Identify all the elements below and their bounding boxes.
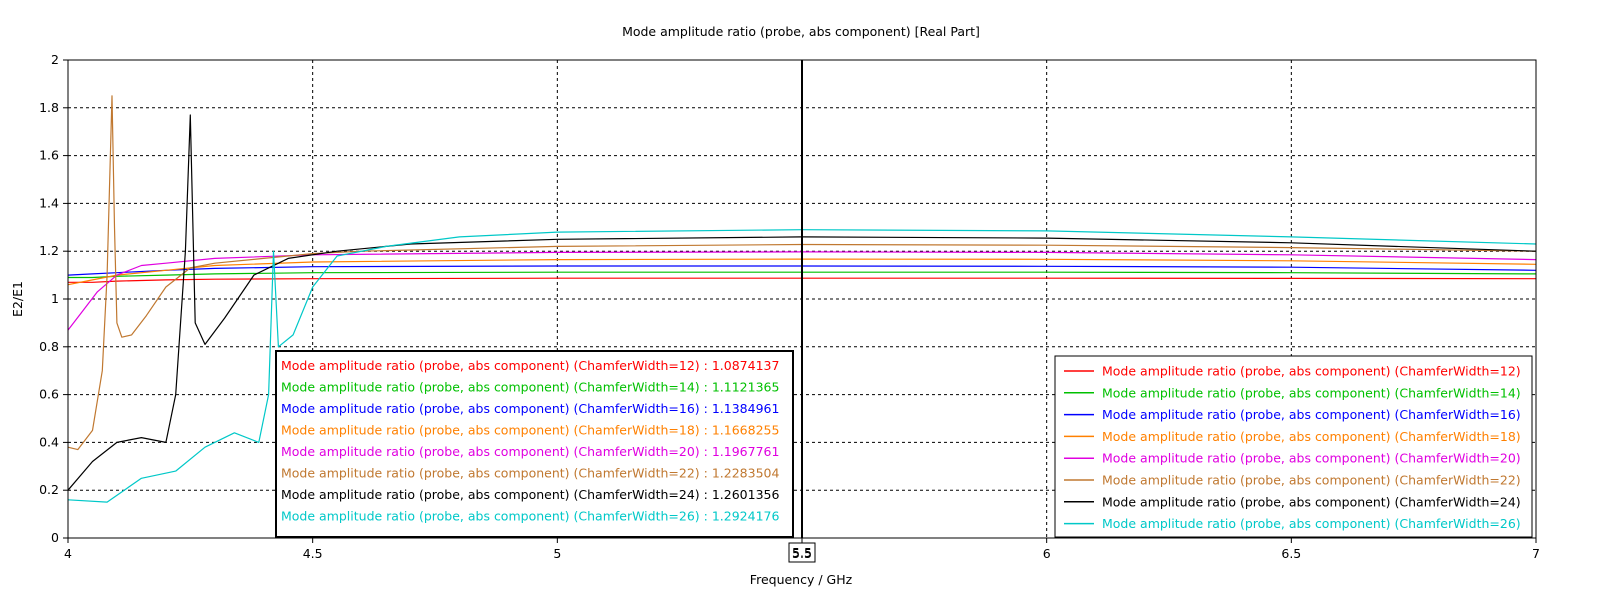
marker-legend-box xyxy=(275,350,794,538)
x-tick-label: 5.5 xyxy=(792,546,812,561)
frequency-marker[interactable]: 5.5 xyxy=(788,60,816,563)
marker-legend-entry: Mode amplitude ratio (probe, abs compone… xyxy=(281,487,779,502)
chart-title: Mode amplitude ratio (probe, abs compone… xyxy=(622,24,980,39)
y-tick-label: 0 xyxy=(51,530,59,545)
y-tick-label: 1.4 xyxy=(39,195,59,210)
y-tick-label: 1.2 xyxy=(39,243,59,258)
legend-entry: Mode amplitude ratio (probe, abs compone… xyxy=(1102,364,1521,379)
legend-entry: Mode amplitude ratio (probe, abs compone… xyxy=(1102,451,1521,466)
legend-entry: Mode amplitude ratio (probe, abs compone… xyxy=(1102,385,1521,400)
x-tick-label: 6 xyxy=(1043,546,1051,561)
y-axis-label: E2/E1 xyxy=(10,281,25,317)
marker-legend-entry: Mode amplitude ratio (probe, abs compone… xyxy=(281,358,779,373)
y-tick-label: 1 xyxy=(51,291,59,306)
marker-legend-entry: Mode amplitude ratio (probe, abs compone… xyxy=(281,401,779,416)
series-line-6 xyxy=(67,95,1537,451)
x-tick-label: 4.5 xyxy=(303,546,323,561)
series-line-3 xyxy=(67,265,1537,276)
legend-entry: Mode amplitude ratio (probe, abs compone… xyxy=(1102,429,1521,444)
y-tick-label: 1.8 xyxy=(39,100,59,115)
y-tick-label: 2 xyxy=(51,52,59,67)
legend-entry: Mode amplitude ratio (probe, abs compone… xyxy=(1102,407,1521,422)
series-line-5 xyxy=(67,251,1537,331)
y-tick-label: 0.8 xyxy=(39,339,59,354)
legend-entry: Mode amplitude ratio (probe, abs compone… xyxy=(1102,516,1521,531)
marker-legend-entry: Mode amplitude ratio (probe, abs compone… xyxy=(281,509,779,524)
marker-value-legend: Mode amplitude ratio (probe, abs compone… xyxy=(275,350,794,538)
y-tick-label: 0.4 xyxy=(39,434,59,449)
legend: Mode amplitude ratio (probe, abs compone… xyxy=(1054,355,1533,538)
series-line-8 xyxy=(67,229,1537,503)
series-line-7 xyxy=(67,114,1537,491)
x-axis-label: Frequency / GHz xyxy=(750,572,853,587)
x-tick-label: 5 xyxy=(553,546,561,561)
x-tick-label: 6.5 xyxy=(1281,546,1301,561)
axis-ticks: 4 4.5 5 5.5 6 6.5 7 0 0.2 0.4 0.6 0.8 1 1.2 1.4 1.6 1.8 2 xyxy=(39,52,1540,561)
y-tick-label: 0.2 xyxy=(39,482,59,497)
y-tick-label: 0.6 xyxy=(39,387,59,402)
legend-entry: Mode amplitude ratio (probe, abs compone… xyxy=(1102,473,1521,488)
series-line-4 xyxy=(67,258,1537,286)
marker-label: 5.5 xyxy=(792,545,812,560)
marker-legend-entry: Mode amplitude ratio (probe, abs compone… xyxy=(281,380,779,395)
y-tick-label: 1.6 xyxy=(39,148,59,163)
marker-legend-entry: Mode amplitude ratio (probe, abs compone… xyxy=(281,466,779,481)
legend-entry: Mode amplitude ratio (probe, abs compone… xyxy=(1102,494,1521,509)
plot-series xyxy=(67,95,1537,503)
marker-legend-entry: Mode amplitude ratio (probe, abs compone… xyxy=(281,423,779,438)
marker-legend-entry: Mode amplitude ratio (probe, abs compone… xyxy=(281,444,779,459)
x-tick-label: 4 xyxy=(64,546,72,561)
x-tick-label: 7 xyxy=(1532,546,1540,561)
legend-box xyxy=(1054,355,1533,538)
